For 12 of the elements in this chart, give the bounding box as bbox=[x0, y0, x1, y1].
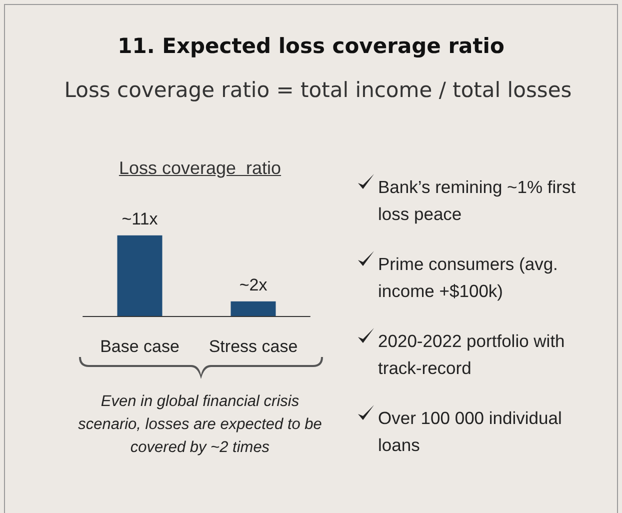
chart-title: 11. Expected loss coverage ratio bbox=[116, 34, 506, 58]
text: Even in global financial crisis scenario, losses are expected to be covered by ~2 times bbox=[78, 392, 322, 458]
data-label: ~2x bbox=[239, 275, 268, 294]
text: Loss coverage ratio bbox=[118, 158, 282, 179]
text: Prime consumers (avg. income +$100k) bbox=[378, 253, 559, 303]
chart-subtitle: Loss coverage ratio = total income / total losses bbox=[63, 78, 573, 102]
text: 2020-2022 portfolio with track-record bbox=[378, 330, 566, 380]
text: Over 100 000 individual loans bbox=[378, 407, 563, 457]
text: Bank’s remining ~1% first loss peace bbox=[378, 176, 577, 226]
x-tick-label: Base case bbox=[100, 337, 180, 356]
x-tick-label: Stress case bbox=[208, 337, 298, 356]
data-label: ~11x bbox=[122, 209, 158, 228]
